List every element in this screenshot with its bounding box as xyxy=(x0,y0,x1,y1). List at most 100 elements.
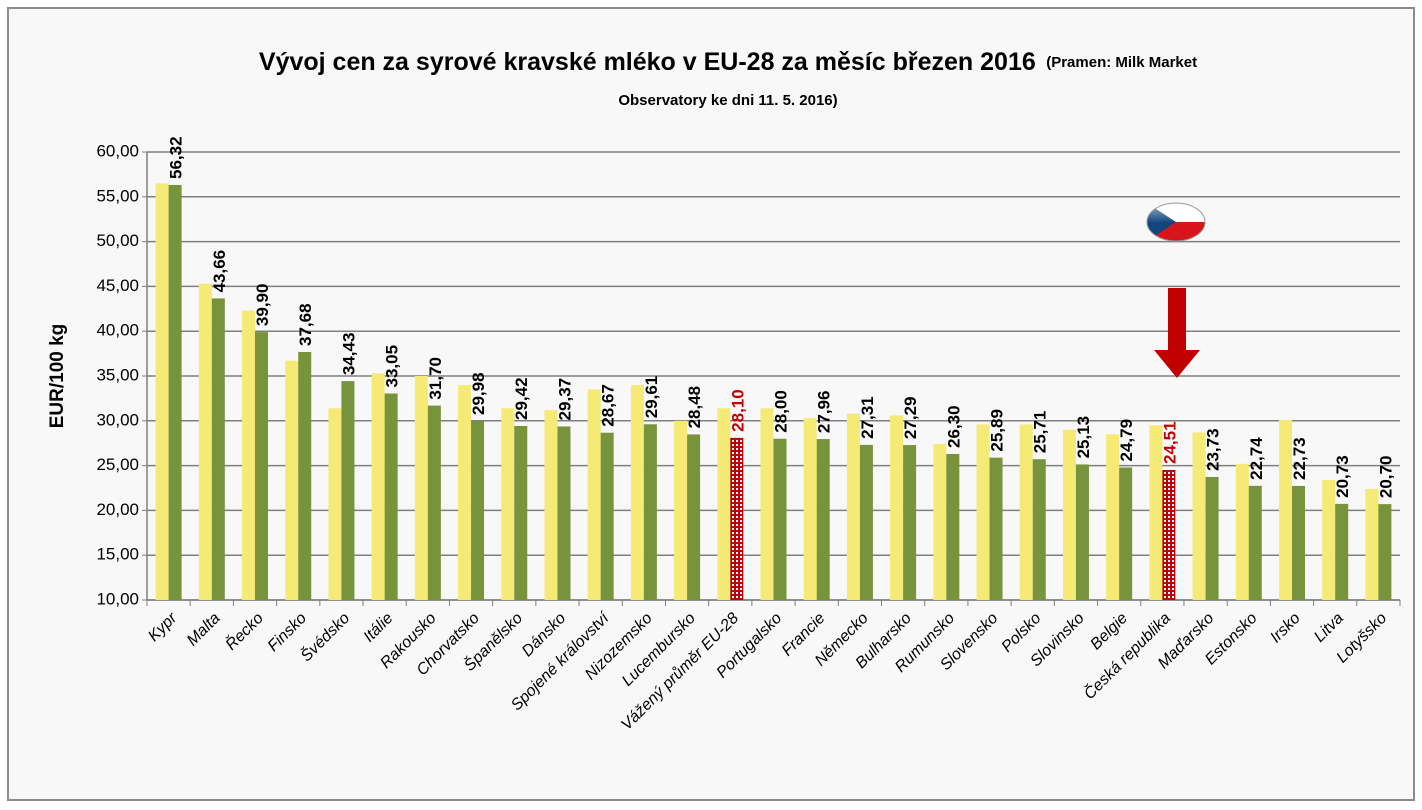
bar xyxy=(211,298,225,600)
value-label: 33,05 xyxy=(383,345,402,388)
y-tick-label: 60,00 xyxy=(96,141,139,160)
bar xyxy=(371,373,385,600)
bar xyxy=(587,389,601,600)
value-label: 20,73 xyxy=(1333,455,1352,498)
bar xyxy=(760,408,774,600)
bar xyxy=(501,408,515,600)
subtitle: Observatory ke dni 11. 5. 2016) xyxy=(618,92,837,109)
bar xyxy=(1335,503,1349,600)
bar xyxy=(168,184,182,601)
bar xyxy=(1248,485,1262,600)
bar xyxy=(903,445,917,600)
value-label: 25,89 xyxy=(988,409,1007,452)
value-label: 20,70 xyxy=(1376,456,1395,499)
bar xyxy=(600,432,614,600)
bar xyxy=(933,444,947,600)
value-label: 22,74 xyxy=(1247,437,1266,480)
bar xyxy=(773,438,787,600)
bar xyxy=(816,439,830,600)
value-label: 29,37 xyxy=(555,378,574,421)
bar xyxy=(687,434,701,600)
value-label: 34,43 xyxy=(339,333,358,376)
bar xyxy=(514,425,528,600)
bar xyxy=(1019,424,1033,600)
bar xyxy=(730,437,744,600)
value-label: 29,42 xyxy=(512,377,531,420)
bar xyxy=(1149,425,1163,600)
bar xyxy=(846,413,860,600)
value-label: 24,51 xyxy=(1160,421,1179,464)
bar xyxy=(1378,504,1392,600)
value-label: 29,98 xyxy=(469,372,488,415)
value-label: 24,79 xyxy=(1117,419,1136,462)
bar xyxy=(1365,488,1379,600)
bar xyxy=(674,420,688,600)
bar xyxy=(557,426,571,600)
bar xyxy=(1032,459,1046,600)
y-tick-label: 10,00 xyxy=(96,589,139,608)
value-label: 26,30 xyxy=(944,405,963,448)
bar xyxy=(155,183,169,601)
bar xyxy=(285,360,299,600)
y-tick-label: 50,00 xyxy=(96,231,139,250)
bar xyxy=(630,384,644,600)
bar xyxy=(717,408,731,600)
value-label: 56,32 xyxy=(167,136,186,179)
bar xyxy=(328,408,342,600)
y-tick-label: 55,00 xyxy=(96,186,139,205)
bar xyxy=(298,351,312,600)
bar xyxy=(946,453,960,600)
bar xyxy=(1062,429,1076,600)
subtitle: (Pramen: Milk Market xyxy=(1046,54,1197,71)
value-label: 39,90 xyxy=(253,284,272,327)
bar xyxy=(384,393,398,600)
y-axis-title: EUR/100 kg xyxy=(47,324,68,429)
value-label: 37,68 xyxy=(296,303,315,346)
value-label: 25,13 xyxy=(1074,416,1093,459)
value-label: 27,29 xyxy=(901,397,920,440)
value-label: 23,73 xyxy=(1204,428,1223,471)
value-label: 29,61 xyxy=(642,376,661,419)
bar xyxy=(1291,485,1305,600)
bar xyxy=(1075,464,1089,600)
bar xyxy=(1162,469,1176,600)
bar xyxy=(643,424,657,600)
y-tick-label: 45,00 xyxy=(96,276,139,295)
bar xyxy=(1278,419,1292,600)
y-tick-label: 20,00 xyxy=(96,500,139,519)
value-label: 28,10 xyxy=(728,389,747,432)
value-label: 27,31 xyxy=(858,396,877,439)
bar xyxy=(544,410,558,600)
bar xyxy=(198,283,212,600)
bar xyxy=(458,384,472,600)
value-label: 28,67 xyxy=(599,384,618,427)
bar xyxy=(1106,434,1120,600)
bar xyxy=(890,415,904,600)
y-tick-label: 30,00 xyxy=(96,410,139,429)
bar xyxy=(803,418,817,600)
value-label: 43,66 xyxy=(210,250,229,293)
bar xyxy=(242,310,256,600)
value-label: 25,71 xyxy=(1031,411,1050,454)
bar xyxy=(341,381,355,600)
chart-title: Vývoj cen za syrové kravské mléko v EU-2… xyxy=(259,48,1197,76)
y-tick-label: 40,00 xyxy=(96,321,139,340)
value-label: 31,70 xyxy=(426,357,445,400)
bar xyxy=(1322,479,1336,600)
bar xyxy=(414,376,428,600)
bar xyxy=(255,332,269,600)
bar xyxy=(1235,463,1249,600)
title: Vývoj cen za syrové kravské mléko v EU-2… xyxy=(259,48,1036,76)
bar xyxy=(1119,467,1133,600)
value-label: 22,73 xyxy=(1290,437,1309,480)
bar xyxy=(1205,476,1219,600)
bar xyxy=(859,444,873,600)
bar xyxy=(427,405,441,600)
arrow xyxy=(1154,288,1200,378)
y-tick-label: 25,00 xyxy=(96,455,139,474)
value-label: 27,96 xyxy=(815,391,834,434)
bar xyxy=(989,457,1003,600)
value-label: 28,00 xyxy=(771,390,790,433)
